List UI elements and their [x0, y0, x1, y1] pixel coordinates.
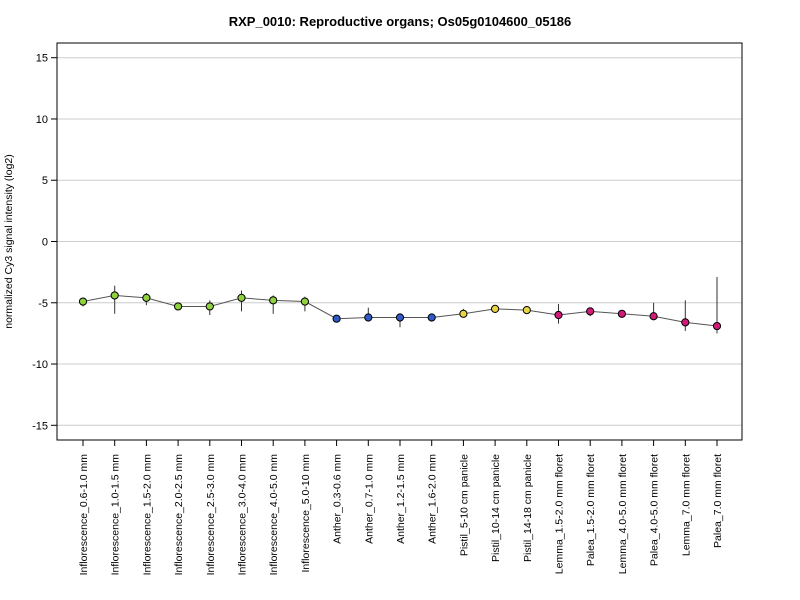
data-point [681, 318, 690, 327]
x-tick-label: Pistil_14-18 cm panicle [522, 454, 534, 562]
data-point [142, 293, 151, 302]
data-point [617, 309, 627, 318]
data-point [649, 312, 658, 321]
y-tick-label: -5 [38, 298, 48, 310]
data-points [78, 291, 722, 331]
y-tick-label: 15 [36, 53, 48, 65]
x-tick-label: Inflorescence_1.5-2.0 mm [141, 454, 153, 576]
y-axis-label: normalized Cy3 signal intensity (log2) [3, 154, 15, 329]
data-point [174, 302, 183, 311]
x-tick-label: Inflorescence_2.5-3.0 mm [205, 454, 217, 576]
data-point [522, 306, 531, 315]
data-point [459, 309, 468, 318]
data-point [300, 297, 309, 306]
x-tick-label: Inflorescence_4.0-5.0 mm [268, 454, 280, 576]
data-point [364, 313, 373, 322]
data-point [205, 302, 214, 311]
x-tick-label: Inflorescence_1.0-1.5 mm [110, 454, 122, 576]
data-point [110, 291, 119, 300]
y-tick-label: 0 [42, 237, 48, 249]
x-tick-label: Anther_0.3-0.6 mm [332, 454, 344, 544]
data-point [237, 293, 246, 302]
x-tick-label: Lemma_1.5-2.0 mm floret [554, 454, 566, 574]
y-tick-label: 10 [36, 114, 48, 126]
x-tick-label: Inflorescence_3.0-4.0 mm [237, 454, 249, 576]
x-axis: Inflorescence_0.6-1.0 mm Inflorescence_1.… [78, 440, 724, 575]
x-tick-label: Pistil_5-10 cm panicle [458, 454, 470, 556]
x-tick-label: Pistil_10-14 cm panicle [490, 454, 502, 562]
x-tick-label: Palea_1.5-2.0 mm floret [585, 454, 597, 566]
y-tick-label: -15 [32, 420, 48, 432]
data-point [554, 310, 563, 320]
data-point [269, 296, 278, 305]
x-tick-label: Inflorescence_0.6-1.0 mm [78, 454, 90, 576]
x-tick-label: Inflorescence_5.0-10 mm [300, 454, 312, 573]
x-tick-label: Palea_4.0-5.0 mm floret [649, 454, 661, 566]
data-point [395, 313, 405, 322]
gridlines [57, 57, 742, 426]
x-tick-label: Anther_1.6-2.0 mm [427, 454, 439, 544]
data-point [427, 313, 436, 322]
y-axis: 15 10 5 0 -5 -10 -15 [32, 53, 57, 432]
data-point [78, 297, 88, 306]
data-point [712, 321, 722, 331]
x-tick-label: Anther_1.2-1.5 mm [395, 454, 407, 544]
x-tick-label: Lemma_4.0-5.0 mm floret [617, 454, 629, 574]
y-tick-label: 5 [42, 175, 48, 187]
x-tick-label: Lemma_7.0 mm floret [680, 454, 692, 556]
x-tick-label: Palea_7.0 mm floret [712, 454, 724, 548]
data-point [491, 304, 500, 313]
x-tick-label: Anther_0.7-1.0 mm [363, 454, 375, 544]
data-point [586, 307, 595, 316]
x-tick-label: Inflorescence_2.0-2.5 mm [173, 454, 185, 576]
chart-title: RXP_0010: Reproductive organs; Os05g0104… [229, 14, 572, 29]
y-tick-label: -10 [32, 359, 48, 371]
plot-frame [56, 42, 743, 441]
data-point [332, 314, 341, 323]
